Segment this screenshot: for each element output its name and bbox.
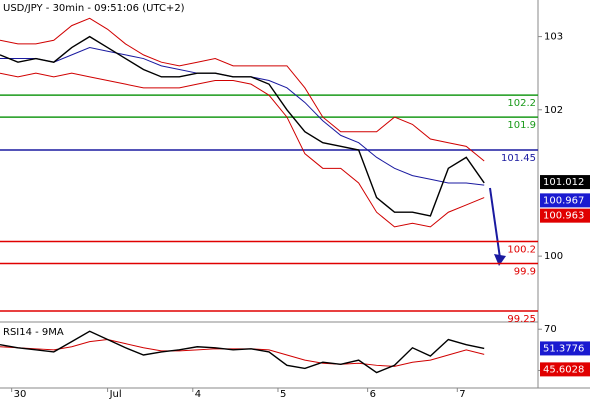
- rsi-title: RSI14 - 9MA: [3, 327, 64, 338]
- price-label: 45.6028: [543, 364, 584, 375]
- forecast-arrow: [489, 187, 501, 259]
- price-label: 100.963: [543, 211, 584, 222]
- y-tick-label: 103: [544, 32, 563, 43]
- level-label: 102.2: [507, 98, 536, 109]
- level-label: 100.2: [507, 245, 536, 256]
- x-tick-label: 30: [14, 389, 27, 400]
- series-line: [0, 17, 485, 162]
- price-label-box: [540, 193, 590, 208]
- price-label-box: [540, 341, 590, 356]
- level-label: 99.9: [514, 266, 536, 277]
- series-line: [0, 35, 485, 217]
- level-label: 101.45: [501, 153, 536, 164]
- forecast-arrow-head: [494, 254, 506, 266]
- price-label-box: [540, 362, 590, 377]
- level-label: 99.25: [507, 314, 536, 325]
- price-label-box: [540, 208, 590, 223]
- price-label: 51.3776: [543, 343, 584, 354]
- chart-title: USD/JPY - 30min - 09:51:06 (UTC+2): [3, 3, 185, 14]
- x-tick-label: 4: [195, 389, 201, 400]
- price-label: 101.012: [543, 177, 584, 188]
- x-tick-label: Jul: [109, 389, 122, 400]
- x-tick-label: 6: [370, 389, 376, 400]
- price-label-box: [540, 175, 590, 190]
- y-tick-label: 100: [544, 251, 563, 262]
- x-tick-label: 7: [459, 389, 465, 400]
- series-line: [0, 72, 485, 228]
- x-tick-label: 5: [280, 389, 286, 400]
- y-tick-label: 102: [544, 105, 563, 116]
- level-label: 101.9: [507, 120, 536, 131]
- price-label: 100.967: [543, 195, 584, 206]
- y-tick-label: 70: [544, 324, 557, 335]
- series-line: [0, 330, 485, 374]
